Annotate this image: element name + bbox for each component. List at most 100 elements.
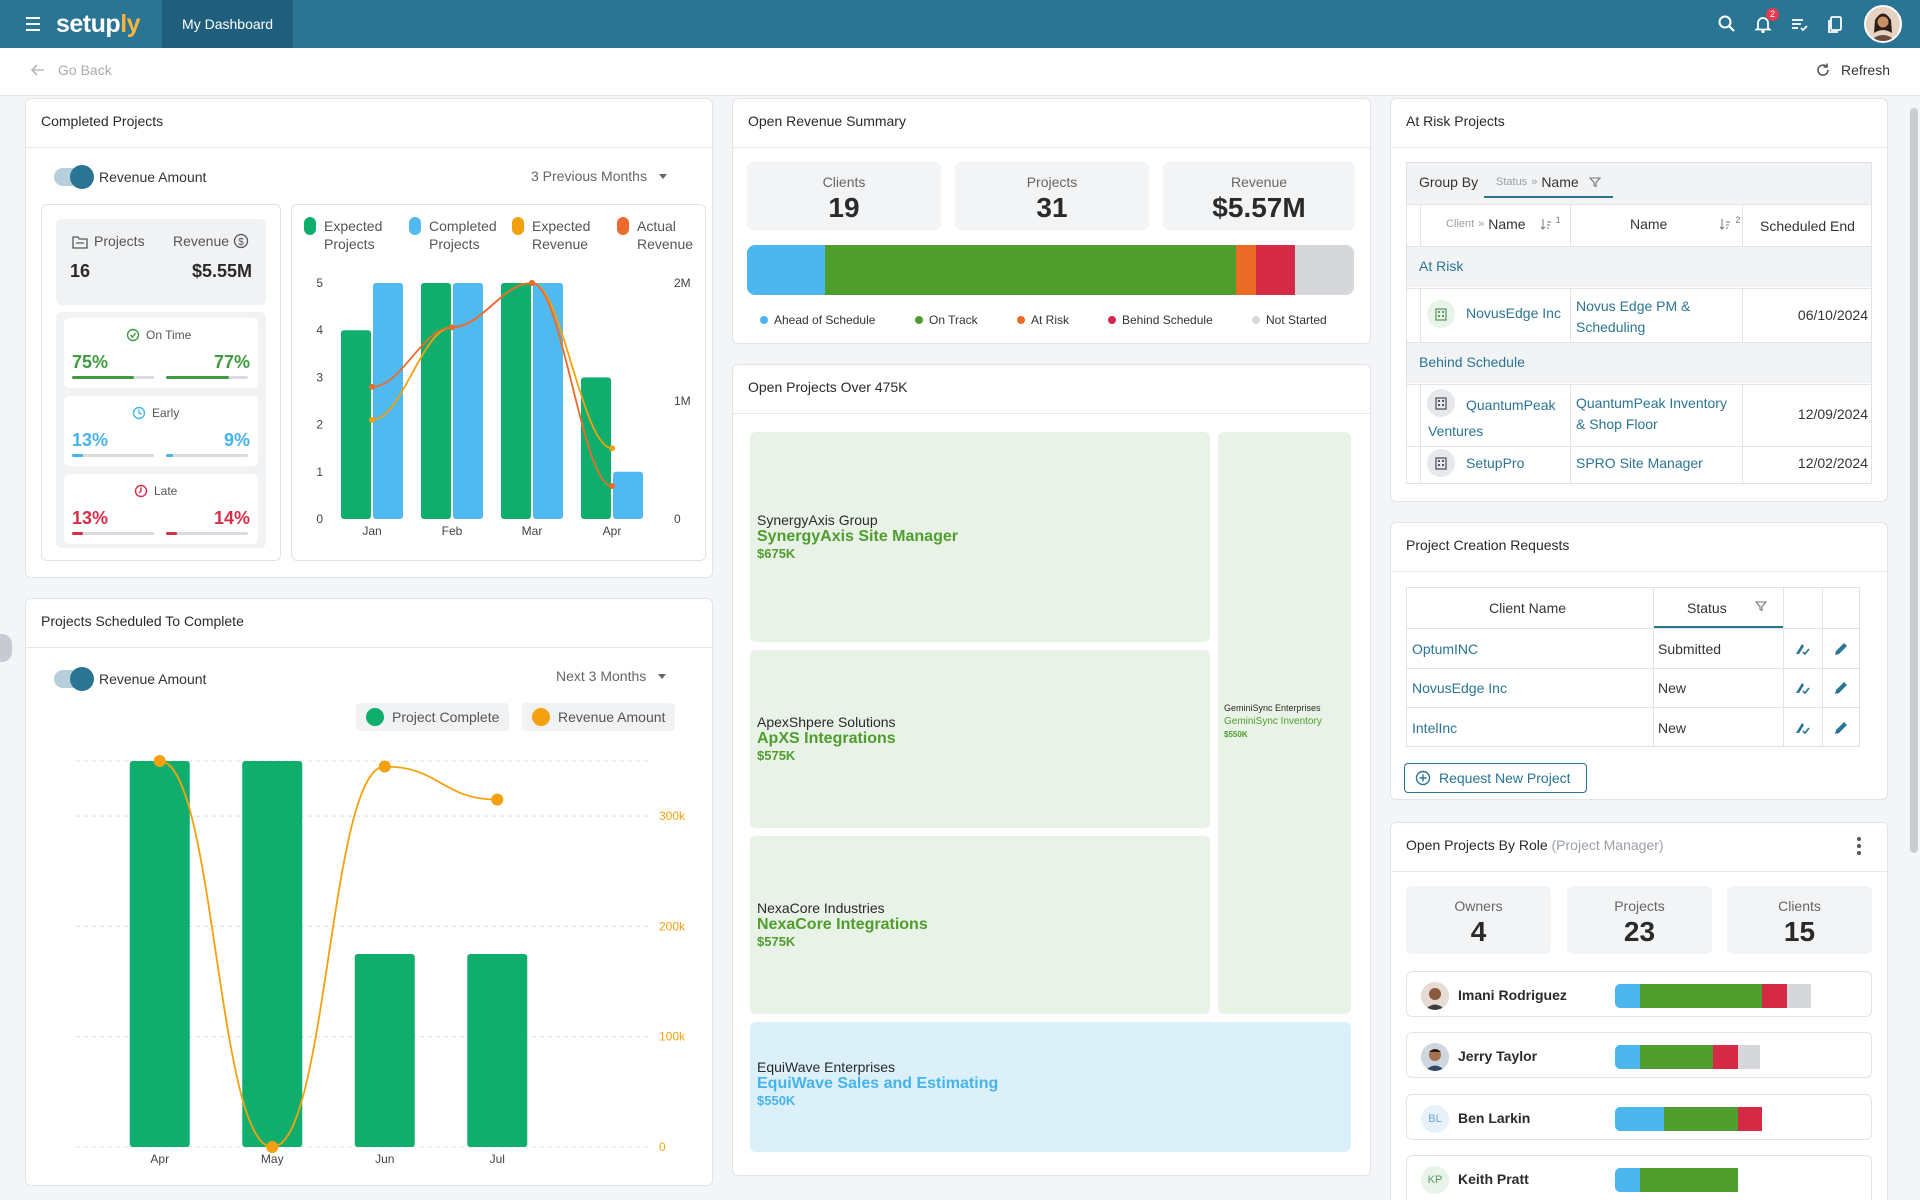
client-link[interactable]: IntelInc (1412, 720, 1458, 736)
top-bar: setuply My Dashboard 2 (0, 0, 1920, 48)
column-header-client-name[interactable]: Client» Name 1 (1446, 215, 1561, 232)
logo-text-accent: ly (120, 9, 141, 38)
client-link[interactable]: SetupPro (1466, 455, 1525, 471)
sidebar-expand-handle[interactable] (0, 634, 12, 662)
sub-toolbar: Go Back Refresh (0, 48, 1920, 96)
column-header-status[interactable]: Status (1654, 588, 1783, 628)
approve-icon[interactable] (1793, 679, 1811, 697)
status-legend-item[interactable]: Behind Schedule (1108, 313, 1213, 327)
person-row[interactable]: Imani Rodriguez (1406, 971, 1872, 1017)
treemap-tile[interactable]: ApexShpere Solutions ApXS Integrations $… (750, 650, 1210, 828)
task-list-icon[interactable] (1788, 13, 1810, 35)
request-new-project-button[interactable]: Request New Project (1404, 763, 1587, 793)
bar (373, 283, 403, 519)
client-link[interactable]: NovusEdge Inc (1466, 305, 1561, 321)
header-prefix: Client (1446, 218, 1475, 230)
legend-revenue-amount[interactable]: Revenue Amount (522, 703, 676, 731)
status-legend-item[interactable]: On Track (915, 313, 978, 327)
search-icon[interactable] (1716, 13, 1738, 35)
approve-icon[interactable] (1793, 640, 1811, 658)
on-time-row: On Time 75% 77% (64, 318, 258, 388)
card-title: Open Projects By Role (Project Manager) (1406, 837, 1664, 853)
revenue-amount-toggle[interactable] (54, 667, 94, 691)
client-link[interactable]: NovusEdge Inc (1412, 680, 1507, 696)
group-row-behind-schedule[interactable] (1407, 343, 1871, 383)
period-dropdown[interactable]: Next 3 Months (556, 668, 667, 684)
treemap-tile[interactable]: NexaCore Industries NexaCore Integration… (750, 836, 1210, 1014)
group-row-at-risk[interactable] (1407, 247, 1871, 287)
chevron-down-icon (658, 673, 667, 679)
legend-label: Not Started (1266, 313, 1327, 327)
edit-icon[interactable] (1832, 719, 1850, 737)
divider (26, 147, 712, 148)
person-row[interactable]: BL Ben Larkin (1406, 1094, 1872, 1140)
status-segment[interactable] (1295, 245, 1354, 295)
legend-completed-projects[interactable]: Completed Projects (409, 217, 509, 253)
user-avatar[interactable] (1864, 5, 1902, 43)
tile-project: GeminiSync Inventory (1224, 716, 1322, 727)
notifications-icon[interactable]: 2 (1752, 8, 1779, 35)
building-icon (1427, 389, 1455, 417)
tab-my-dashboard[interactable]: My Dashboard (162, 0, 294, 48)
revenue-amount-toggle[interactable] (54, 165, 94, 189)
stat-value: 23 (1623, 916, 1656, 947)
treemap-tile[interactable]: SynergyAxis Group SynergyAxis Site Manag… (750, 432, 1210, 642)
status-segment[interactable] (1236, 245, 1256, 295)
column-header-name[interactable]: Name 2 (1630, 215, 1741, 232)
person-project-bar (1615, 984, 1860, 1008)
late-right-bar (166, 532, 248, 535)
status-segment[interactable] (1255, 245, 1296, 295)
edit-icon[interactable] (1832, 640, 1850, 658)
column-header-scheduled-end[interactable]: Scheduled End (1760, 218, 1855, 234)
legend-expected-projects[interactable]: Expected Projects (304, 217, 394, 253)
group-by-label: Group By (1419, 174, 1479, 190)
period-dropdown[interactable]: 3 Previous Months (531, 168, 667, 184)
person-row[interactable]: Jerry Taylor (1406, 1032, 1872, 1078)
approve-icon[interactable] (1793, 719, 1811, 737)
scheduled-end-date: 12/02/2024 (1797, 455, 1868, 471)
treemap-tile[interactable]: EquiWave Enterprises EquiWave Sales and … (750, 1022, 1351, 1152)
page-scrollbar[interactable] (1910, 108, 1918, 853)
documents-icon[interactable] (1824, 13, 1846, 35)
legend-actual-revenue[interactable]: Actual Revenue (617, 217, 693, 253)
project-link[interactable]: QuantumPeak Inventory & Shop Floor (1576, 393, 1727, 435)
legend-swatch (1108, 316, 1116, 324)
status-segment[interactable] (747, 245, 826, 295)
tile-amount: $675K (757, 546, 796, 561)
menu-icon[interactable] (24, 12, 48, 36)
schedule-status-bar[interactable] (747, 245, 1354, 295)
avatar (1421, 982, 1449, 1010)
person-bar-segment (1639, 1045, 1713, 1069)
treemap-tile[interactable]: GeminiSync Enterprises GeminiSync Invent… (1218, 432, 1351, 1014)
group-by-chip[interactable]: Status» Name (1484, 168, 1613, 198)
on-time-right-pct: 77% (213, 352, 250, 372)
go-back-button[interactable]: Go Back (30, 62, 112, 78)
summary-panel: Projects 16 Revenue $ $5.55M On Time 75%… (41, 204, 281, 561)
x-tick-label: May (261, 1152, 284, 1166)
project-link[interactable]: SPRO Site Manager (1576, 455, 1703, 471)
status-legend-item[interactable]: Ahead of Schedule (760, 313, 875, 327)
on-time-left-pct: 75% (72, 352, 109, 372)
sort-order: 2 (1735, 215, 1741, 225)
legend-project-complete[interactable]: Project Complete (356, 703, 510, 731)
app-logo[interactable]: setuply (56, 9, 141, 39)
client-link[interactable]: OptumINC (1412, 641, 1479, 657)
column-divider (1783, 588, 1784, 746)
status-legend-item[interactable]: At Risk (1017, 313, 1069, 327)
refresh-button[interactable]: Refresh (1815, 62, 1890, 78)
bar (613, 471, 643, 519)
project-link[interactable]: Novus Edge PM & Scheduling (1576, 296, 1690, 338)
person-row[interactable]: KP Keith Pratt (1406, 1155, 1872, 1200)
y2-tick-label: 0 (659, 1140, 666, 1154)
more-options-icon[interactable] (1857, 837, 1863, 855)
legend-swatch (760, 316, 768, 324)
client-link[interactable]: QuantumPeak Ventures (1428, 392, 1556, 444)
column-header-client-name[interactable]: Client Name (1489, 600, 1567, 616)
refresh-icon (1817, 63, 1829, 76)
svg-text:$: $ (238, 237, 244, 248)
edit-icon[interactable] (1832, 679, 1850, 697)
legend-expected-revenue[interactable]: Expected Revenue (512, 217, 602, 253)
status-legend-item[interactable]: Not Started (1252, 313, 1327, 327)
status-segment[interactable] (825, 245, 1237, 295)
divider (733, 147, 1370, 148)
